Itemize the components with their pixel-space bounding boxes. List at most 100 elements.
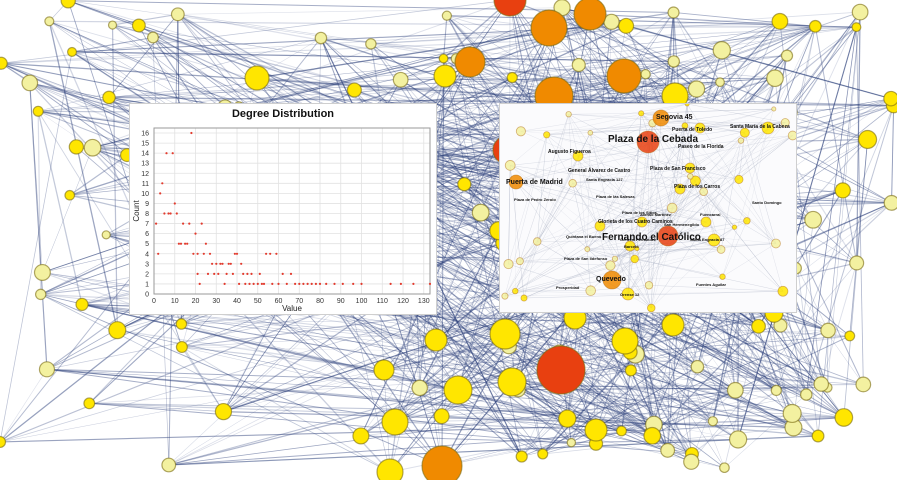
network-node <box>726 381 744 399</box>
station-edge <box>689 127 701 169</box>
station-node <box>587 130 594 136</box>
station-edge <box>515 279 613 292</box>
network-edge <box>737 26 857 440</box>
station-edge <box>650 117 662 308</box>
station-edge <box>703 191 784 292</box>
station-node <box>508 174 524 190</box>
network-edge <box>40 293 443 467</box>
station-edge <box>510 165 643 223</box>
station-edge <box>590 127 769 291</box>
station-edge <box>627 141 649 295</box>
station-edge <box>687 104 786 123</box>
station-node <box>734 174 744 184</box>
y-tick-label: 7 <box>145 221 149 228</box>
station-edge <box>515 183 573 292</box>
network-node <box>175 340 188 354</box>
data-point <box>341 282 344 285</box>
data-point <box>202 252 205 255</box>
station-node <box>771 106 777 112</box>
chart-grid <box>153 128 430 295</box>
data-point <box>310 282 313 285</box>
data-point <box>223 282 226 285</box>
network-node <box>60 0 76 9</box>
network-edge <box>81 304 562 371</box>
station-edge <box>611 276 723 281</box>
station-edge <box>590 285 649 291</box>
station-edge <box>722 243 777 277</box>
network-edge <box>511 381 655 422</box>
data-point <box>240 262 243 265</box>
station-edge <box>590 132 638 249</box>
station-edge <box>679 104 688 190</box>
network-node <box>616 425 627 437</box>
station-edge <box>577 155 616 259</box>
station-edge <box>648 125 686 286</box>
network-node <box>365 38 377 50</box>
data-point <box>298 282 301 285</box>
data-point <box>206 272 210 275</box>
station-edge <box>652 123 735 228</box>
station-edge <box>690 140 742 177</box>
station-edge <box>744 132 777 244</box>
station-edge <box>546 134 669 237</box>
station-edge <box>523 239 715 299</box>
station-node <box>666 202 678 214</box>
station-node <box>787 130 796 141</box>
network-node <box>424 328 448 352</box>
x-tick-label: 80 <box>316 298 324 305</box>
network-node <box>640 68 651 80</box>
station-label: Plaza de las Salesas <box>596 194 635 199</box>
network-node <box>558 409 577 428</box>
x-tick-label: 0 <box>152 298 156 305</box>
station-edge <box>577 155 613 281</box>
station-edge <box>536 155 579 242</box>
degree-distribution-chart: Degree Distribution 01234567891011121314… <box>132 108 432 313</box>
y-tick-label: 0 <box>145 292 149 299</box>
station-edge <box>523 114 569 299</box>
data-point <box>360 282 363 285</box>
station-edge <box>611 125 686 281</box>
network-edge <box>542 353 636 455</box>
data-point <box>219 262 222 265</box>
station-node <box>716 245 726 254</box>
network-edge <box>508 346 668 451</box>
network-edge <box>46 368 736 391</box>
station-node <box>602 270 622 290</box>
station-edge <box>590 108 774 134</box>
network-node <box>170 7 185 22</box>
station-edge <box>636 180 696 249</box>
station-label: Santo Domingo <box>752 200 782 205</box>
station-edge <box>647 141 669 237</box>
station-edge <box>515 241 538 292</box>
x-tick-label: 30 <box>212 298 220 305</box>
network-node <box>102 90 116 105</box>
network-node <box>618 17 635 34</box>
station-edge <box>641 221 715 241</box>
station-edge <box>705 221 784 292</box>
network-edge <box>517 389 693 455</box>
network-edge <box>441 415 650 432</box>
network-node <box>624 364 637 377</box>
y-tick-label: 2 <box>145 271 149 278</box>
y-tick-label: 12 <box>141 171 149 178</box>
data-point <box>412 282 415 285</box>
station-edge <box>636 248 652 309</box>
data-point <box>244 282 247 285</box>
station-edge <box>651 226 735 309</box>
network-edge <box>225 55 788 108</box>
station-label: San Hermenegildo <box>664 222 700 227</box>
network-node <box>161 457 177 473</box>
x-tick-label: 10 <box>171 298 179 305</box>
network-edge <box>40 294 391 473</box>
station-edge <box>524 291 783 299</box>
network-edge <box>1 0 511 64</box>
x-tick-label: 100 <box>356 298 368 305</box>
data-point <box>184 242 187 245</box>
station-edge <box>536 134 547 242</box>
station-edge <box>587 239 715 250</box>
data-point <box>258 272 261 275</box>
y-tick-label: 16 <box>141 131 149 138</box>
station-edge <box>572 135 793 184</box>
station-node <box>657 225 679 247</box>
network-edge <box>820 262 858 385</box>
